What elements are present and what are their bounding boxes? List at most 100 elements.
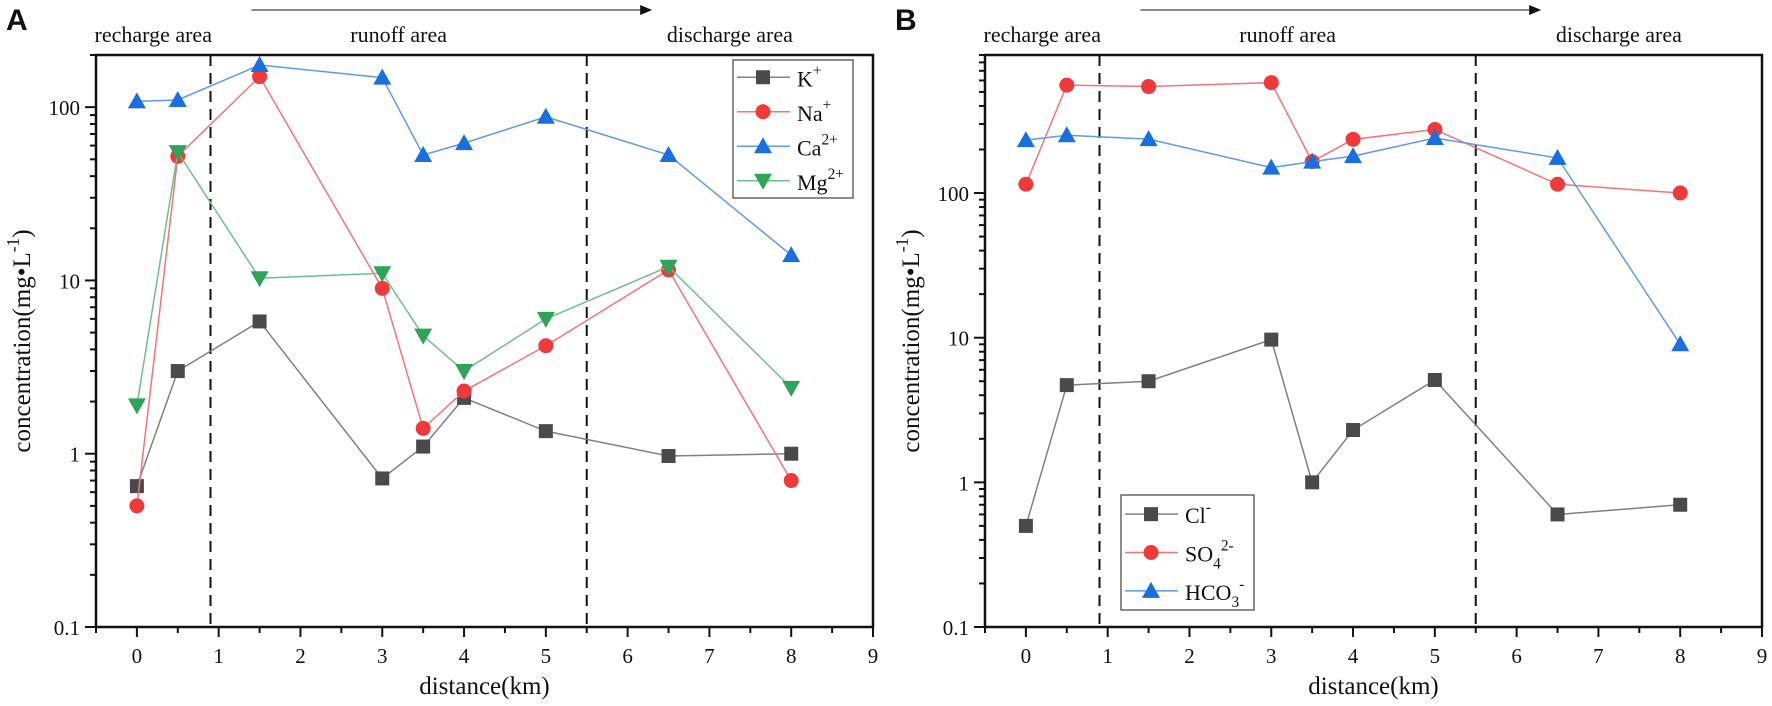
- data-point: [455, 364, 474, 381]
- label-superscript: -: [1239, 576, 1244, 593]
- data-point: [1141, 79, 1157, 95]
- y-tick-label: 1: [959, 471, 970, 495]
- x-tick-label: 4: [459, 644, 470, 668]
- x-tick-label: 8: [1675, 644, 1686, 668]
- data-point: [168, 145, 187, 162]
- legend-marker: [1142, 581, 1160, 598]
- label-superscript: 2+: [828, 166, 844, 183]
- legend: K+Na+Ca2+Mg2+: [732, 59, 854, 199]
- data-point: [1018, 176, 1034, 192]
- data-point: [538, 338, 554, 354]
- data-point: [252, 314, 267, 329]
- data-point: [455, 134, 474, 151]
- legend-label: HCO3-: [1185, 576, 1244, 611]
- data-point: [1671, 335, 1690, 352]
- x-axis-title: distance(km): [419, 673, 550, 700]
- data-point: [1141, 374, 1156, 389]
- label-subscript: 3: [1231, 594, 1239, 611]
- zone-label: discharge area: [1556, 22, 1682, 47]
- x-tick-label: 3: [1266, 644, 1277, 668]
- legend-marker: [754, 173, 772, 190]
- panel-letter: A: [6, 4, 28, 37]
- legend-label: Ca2+: [797, 131, 838, 160]
- label-superscript: 2-: [1221, 538, 1234, 555]
- y-tick-label: 100: [49, 96, 81, 120]
- series-mg2: [127, 145, 801, 415]
- label-superscript: +: [823, 97, 832, 114]
- x-tick-label: 2: [295, 644, 306, 668]
- data-point: [1550, 507, 1565, 522]
- label-superscript: -: [1206, 499, 1211, 516]
- x-tick-label: 0: [132, 644, 143, 668]
- data-point: [784, 446, 799, 461]
- label-superscript: -1: [3, 238, 23, 253]
- flow-arrow-head: [640, 5, 653, 15]
- series-cl: [1018, 332, 1688, 533]
- data-point: [536, 311, 555, 328]
- data-point: [1427, 372, 1442, 387]
- zone-label: recharge area: [984, 22, 1102, 47]
- data-point: [1673, 497, 1688, 512]
- data-point: [782, 246, 801, 263]
- plot-frame: [983, 53, 1764, 629]
- label-tail: ): [898, 229, 925, 237]
- data-point: [1548, 148, 1567, 165]
- data-point: [373, 266, 392, 283]
- flow-arrow-head: [1529, 5, 1542, 15]
- data-point: [250, 271, 269, 288]
- data-point: [1263, 75, 1279, 91]
- data-point: [252, 69, 268, 85]
- legend-label: SO42-: [1185, 538, 1234, 573]
- label-base: Mg: [797, 170, 828, 195]
- x-tick-label: 5: [541, 644, 552, 668]
- data-point: [1139, 130, 1158, 147]
- legend-marker: [1144, 507, 1158, 522]
- x-tick-label: 0: [1021, 644, 1032, 668]
- x-tick-label: 7: [704, 644, 715, 668]
- x-tick-label: 6: [1511, 644, 1522, 668]
- zone-label: runoff area: [350, 22, 447, 47]
- x-tick-label: 5: [1430, 644, 1441, 668]
- data-point: [127, 398, 146, 415]
- label-superscript: -1: [892, 238, 912, 253]
- x-tick-label: 8: [786, 644, 797, 668]
- label-subscript: 4: [1213, 556, 1221, 573]
- data-point: [414, 145, 433, 162]
- data-point: [783, 473, 799, 489]
- data-point: [456, 383, 472, 399]
- data-point: [1425, 129, 1444, 146]
- label-base: concentration(mg•L: [898, 252, 925, 452]
- label-base: HCO: [1185, 580, 1231, 605]
- y-tick-label: 0.1: [943, 616, 969, 640]
- x-axis-title: distance(km): [1308, 673, 1439, 700]
- data-point: [1346, 423, 1361, 438]
- series-line: [136, 64, 792, 256]
- x-tick-label: 1: [213, 644, 224, 668]
- y-axis-title: concentration(mg•L-1): [892, 229, 925, 452]
- data-point: [374, 280, 390, 296]
- data-point: [1550, 176, 1566, 192]
- label-base: Na: [797, 101, 823, 126]
- data-point: [414, 328, 433, 345]
- x-tick-label: 4: [1348, 644, 1359, 668]
- data-point: [538, 424, 553, 439]
- data-point: [170, 364, 185, 379]
- data-point: [416, 439, 431, 454]
- data-point: [1264, 332, 1279, 347]
- y-axis-title-group: concentration(mg•L-1): [3, 229, 36, 452]
- x-tick-label: 1: [1102, 644, 1113, 668]
- data-point: [1262, 158, 1281, 175]
- data-point: [1057, 126, 1076, 143]
- data-point: [1059, 77, 1075, 93]
- legend-marker: [754, 137, 772, 154]
- y-tick-label: 10: [59, 269, 80, 293]
- data-point: [659, 145, 678, 162]
- legend-label: Cl-: [1185, 499, 1211, 528]
- y-tick-label: 0.1: [54, 616, 80, 640]
- data-point: [536, 107, 555, 124]
- data-point: [373, 68, 392, 85]
- label-base: K: [797, 66, 813, 91]
